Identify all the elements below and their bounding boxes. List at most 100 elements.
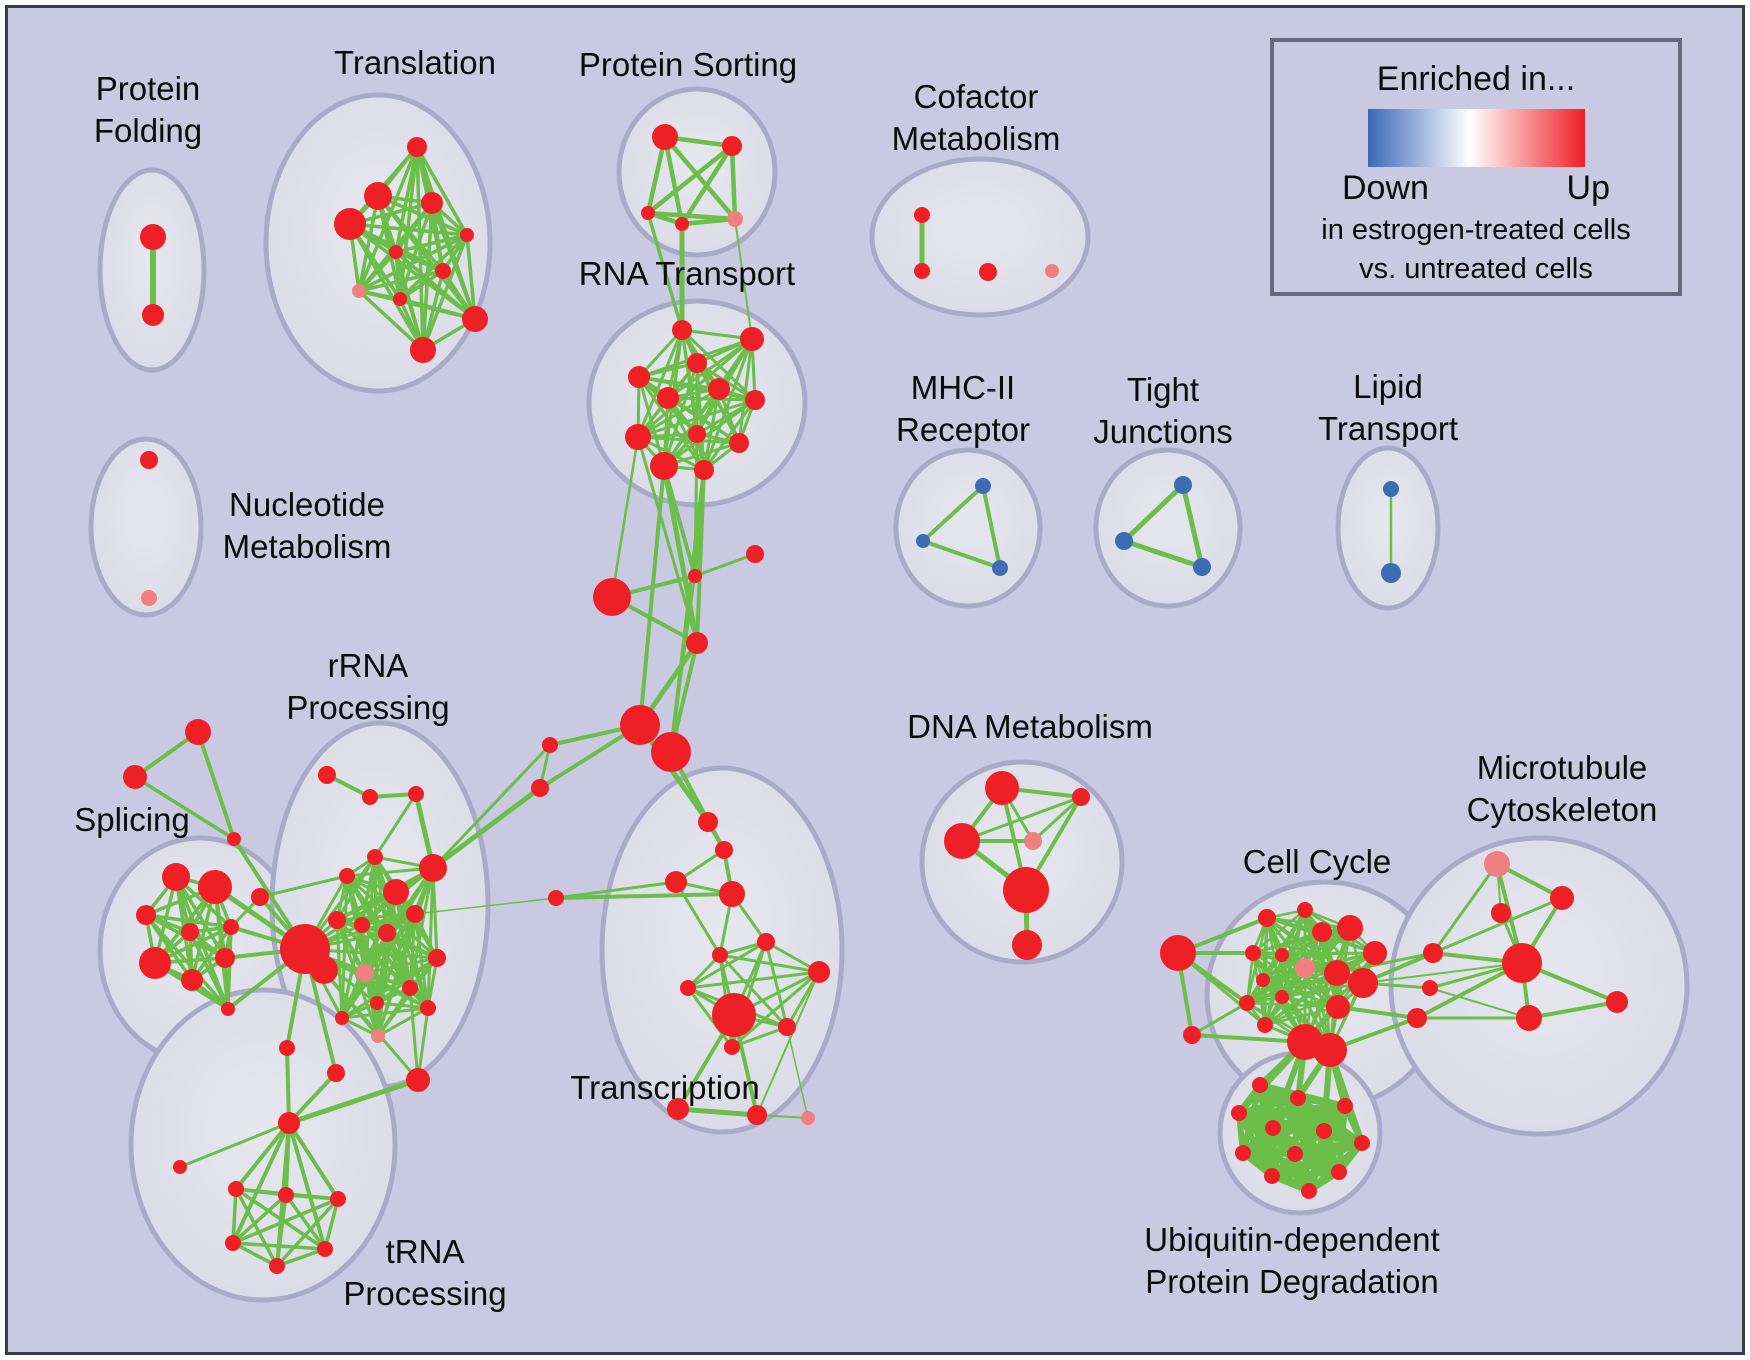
edge-tr6-tr8 xyxy=(398,269,445,301)
node-ub7 xyxy=(1235,1145,1251,1161)
node-rr19 xyxy=(279,1040,295,1056)
node-tc3 xyxy=(719,881,745,907)
node-rr21 xyxy=(406,1068,430,1092)
node-ps4 xyxy=(727,211,743,227)
node-dm0 xyxy=(985,771,1019,805)
edge-rt0-rt7 xyxy=(636,328,684,439)
node-tniso xyxy=(173,1160,187,1174)
cluster-label-splicing-line1: Splicing xyxy=(74,801,190,838)
node-sp6 xyxy=(181,969,203,991)
edge-rt6-rt7 xyxy=(636,398,757,439)
legend-caption-line2: vs. untreated cells xyxy=(1359,253,1593,285)
node-st0 xyxy=(185,719,211,745)
edge-tr0-tr7 xyxy=(357,145,419,293)
node-tn2 xyxy=(330,1191,346,1207)
cluster-label-cofactor-metabolism-line1: Cofactor xyxy=(914,78,1039,115)
edge-tj0-tj1 xyxy=(1121,482,1186,544)
edge-cc21-mt4 xyxy=(1429,987,1530,1019)
edge-tr5-tr10 xyxy=(421,233,469,352)
cluster-label-lipid-transport-line1: Lipid xyxy=(1353,368,1423,405)
edge-ps0-ps4 xyxy=(662,134,738,222)
cluster-ellipse-cofactor-metabolism xyxy=(869,156,1091,318)
node-sp7 xyxy=(215,948,235,968)
edge-cn2-rr5 xyxy=(431,743,552,870)
edge-tc7-tc13 xyxy=(756,971,820,1116)
node-rr2 xyxy=(408,786,424,802)
node-cc21 xyxy=(1422,980,1438,996)
edge-tn0-tn5 xyxy=(234,1187,279,1268)
node-rt5 xyxy=(708,378,730,400)
node-ub6 xyxy=(1354,1135,1370,1151)
node-cc16 xyxy=(1257,1017,1273,1033)
edge-rr16-rr17 xyxy=(340,1006,430,1020)
node-rr4 xyxy=(339,868,355,884)
edge-rt11-cn4 xyxy=(695,468,706,645)
cluster-label-cell-cycle-line1: Cell Cycle xyxy=(1243,843,1392,880)
edge-tc6-tc8 xyxy=(686,940,768,990)
edge-rr11-rr18 xyxy=(376,912,417,1038)
node-tr5 xyxy=(460,228,474,242)
edge-mt4-mt5 xyxy=(1527,1000,1619,1020)
node-tc13 xyxy=(747,1105,767,1125)
node-ub8 xyxy=(1287,1146,1303,1162)
edge-tn2-tn3 xyxy=(231,1197,340,1245)
edge-ps4-rt1 xyxy=(734,218,753,340)
cluster-label-microtubule-cytoskeleton-line2: Cytoskeleton xyxy=(1467,791,1658,828)
node-sp2 xyxy=(136,905,156,925)
edge-cc13-cc16 xyxy=(1263,971,1339,1027)
legend-down-label: Down xyxy=(1342,169,1429,207)
edge-rt6-rt10 xyxy=(662,398,757,468)
node-cc19 xyxy=(1407,1008,1427,1028)
node-dm1 xyxy=(1072,788,1090,806)
edge-rt5-rt7 xyxy=(636,387,721,439)
node-cn4 xyxy=(686,632,708,654)
node-cc15 xyxy=(1326,995,1350,1019)
edge-tr3-tr9 xyxy=(430,201,477,321)
cluster-label-rrna-processing-line1: rRNA xyxy=(328,647,409,684)
edge-cc12-cc14 xyxy=(1245,981,1365,1005)
edge-cc20-mt0 xyxy=(1431,862,1499,955)
edge-rr12-rr13 xyxy=(363,956,439,975)
node-ub1 xyxy=(1290,1090,1306,1106)
node-dm2 xyxy=(944,823,980,859)
node-tj0 xyxy=(1174,476,1192,494)
node-cc9 xyxy=(1275,948,1289,962)
edge-tn3-tn5 xyxy=(231,1241,279,1268)
node-ub10 xyxy=(1331,1164,1347,1180)
edge-tn2-tn5 xyxy=(275,1197,340,1268)
edge-tc7-tc11 xyxy=(730,970,821,1049)
edge-dm1-dm3 xyxy=(1031,795,1083,843)
node-tc7 xyxy=(808,961,830,983)
cluster-ellipse-mhc-ii-receptor xyxy=(893,447,1043,609)
node-rr1 xyxy=(362,789,378,805)
node-tc12 xyxy=(667,1098,689,1120)
edge-tniso-tnhub xyxy=(178,1121,291,1169)
node-nm0 xyxy=(140,451,158,469)
edge-rr5-rr17 xyxy=(426,866,435,1010)
node-dm5 xyxy=(1012,930,1042,960)
node-nm1 xyxy=(141,590,157,606)
edge-tn1-tn4 xyxy=(284,1193,327,1251)
edge-st1-st2 xyxy=(133,775,236,841)
node-cc5 xyxy=(1337,915,1363,941)
node-cn1 xyxy=(531,779,549,797)
node-cc10 xyxy=(1256,973,1270,987)
node-rr16 xyxy=(335,1011,349,1025)
cluster-label-nucleotide-metabolism-line2: Metabolism xyxy=(223,528,392,565)
cluster-label-trna-processing-line1: tRNA xyxy=(386,1233,465,1270)
node-ub9 xyxy=(1264,1168,1280,1184)
edge-tn1-tn3 xyxy=(231,1193,288,1245)
node-ub4 xyxy=(1265,1120,1281,1136)
edge-tnhub-tn4 xyxy=(287,1121,327,1251)
edge-cc1-cc12 xyxy=(1190,1001,1249,1037)
edge-tr7-tr10 xyxy=(357,289,425,352)
node-rr9 xyxy=(354,917,370,933)
node-mt2 xyxy=(1491,903,1511,923)
edge-rt1-rt9 xyxy=(737,337,754,445)
edge-rr8-rr11 xyxy=(335,912,417,922)
edge-tr0-tr5 xyxy=(415,145,469,237)
node-tc0 xyxy=(698,812,718,832)
edge-cc13-cc20 xyxy=(1335,951,1435,975)
node-tc10 xyxy=(778,1018,796,1036)
edge-tr5-tr9 xyxy=(465,233,477,321)
